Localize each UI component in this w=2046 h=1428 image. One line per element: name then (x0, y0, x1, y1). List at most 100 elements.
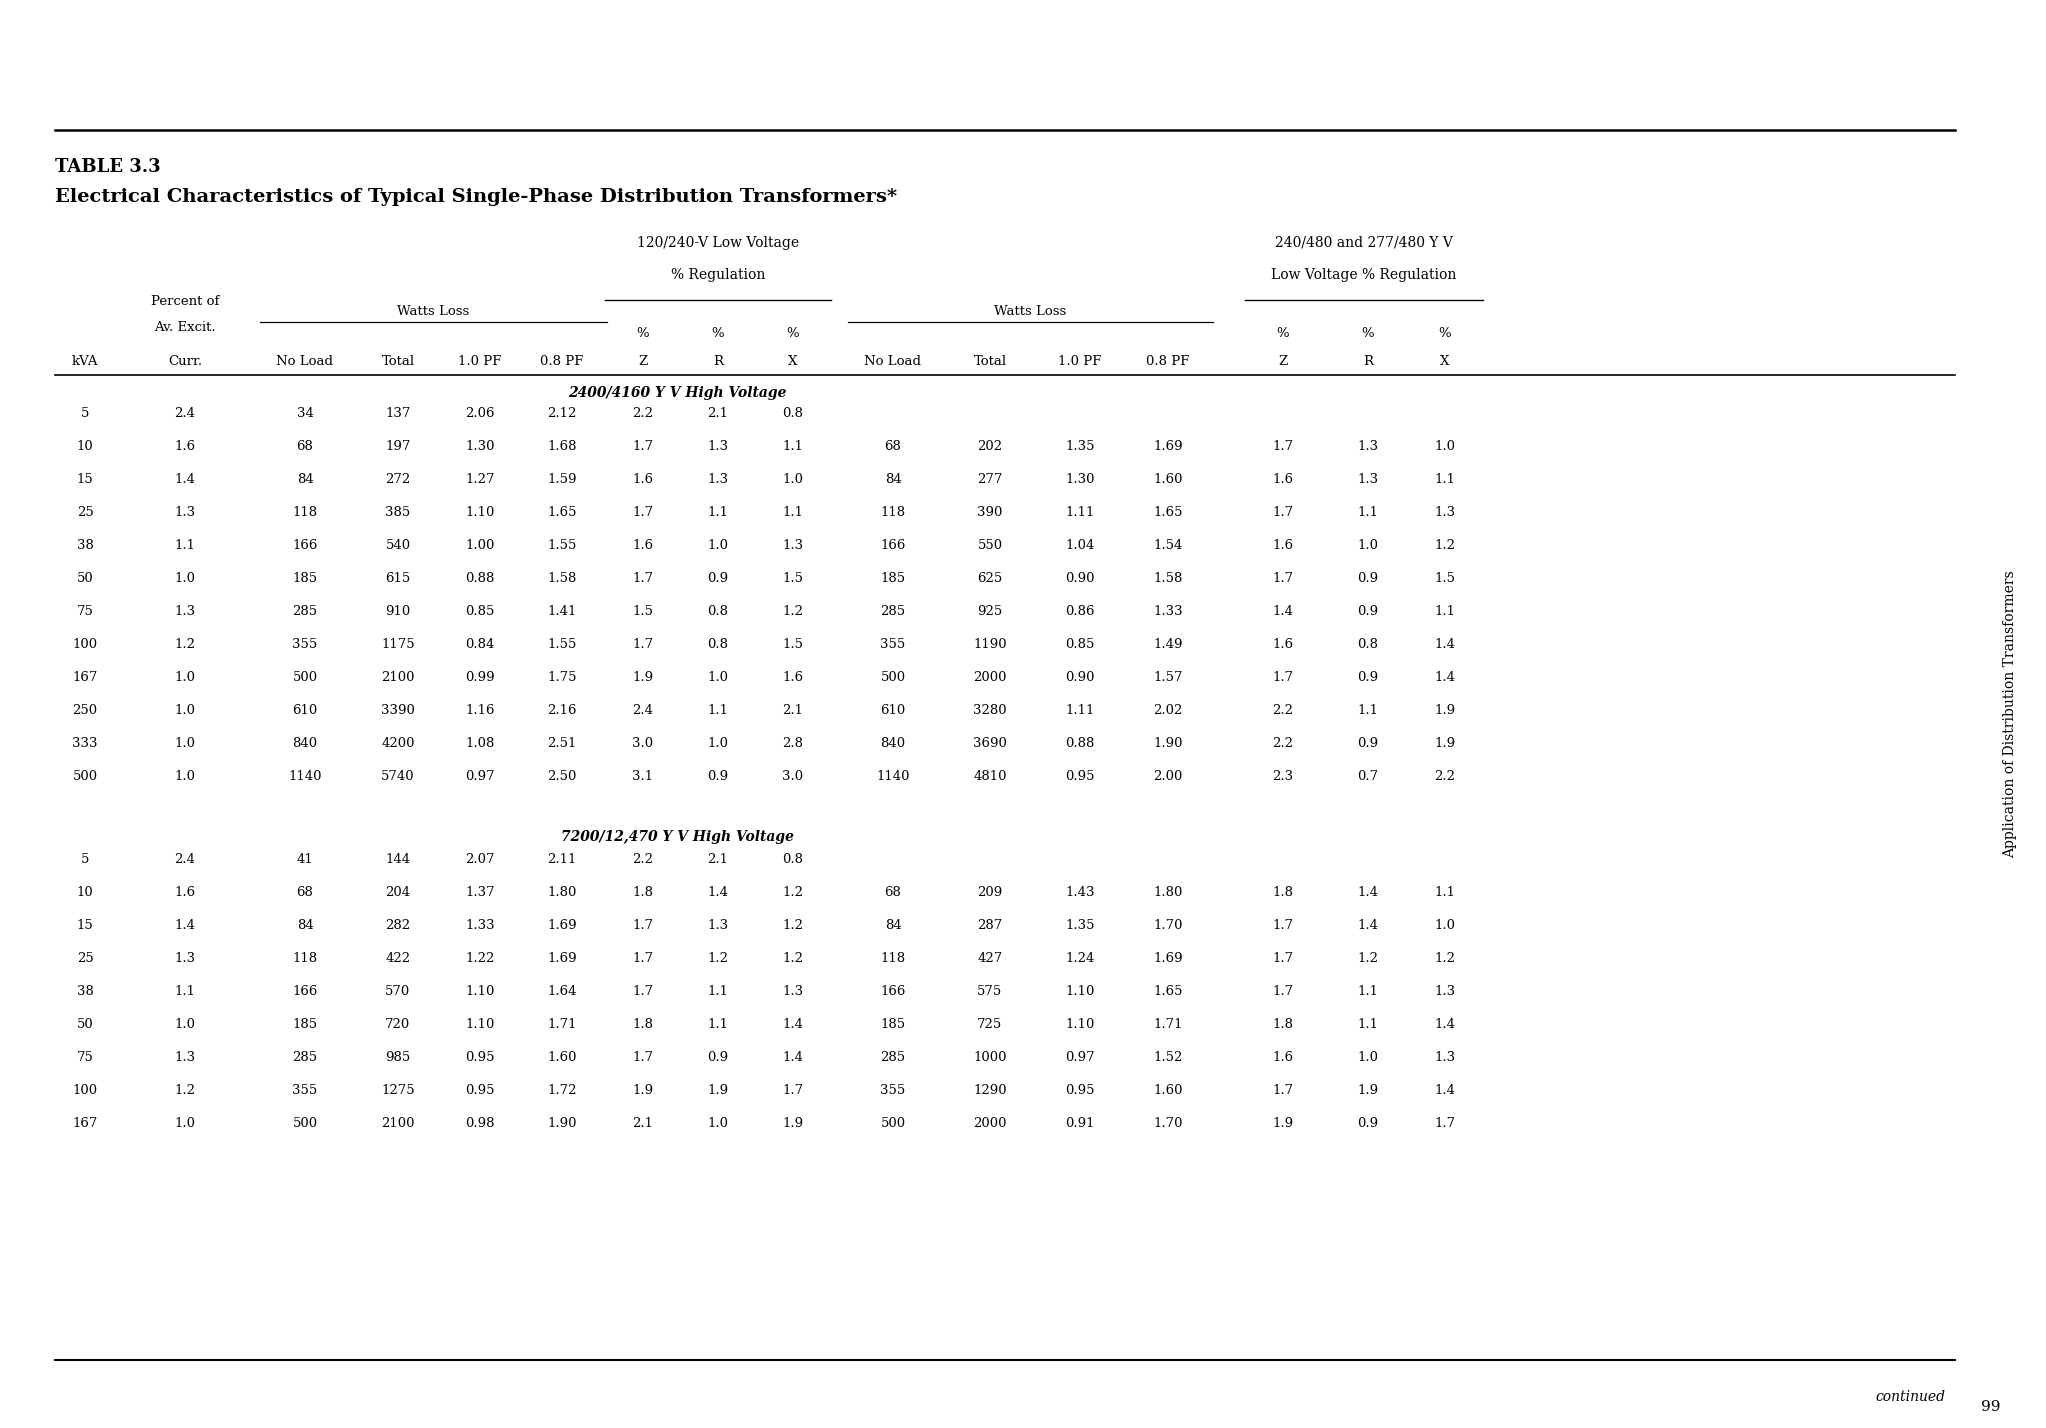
Text: 1.9: 1.9 (632, 671, 653, 684)
Text: 0.98: 0.98 (464, 1117, 495, 1130)
Text: 1.7: 1.7 (632, 1051, 653, 1064)
Text: 1.2: 1.2 (782, 952, 804, 965)
Text: 1140: 1140 (288, 770, 321, 783)
Text: 2100: 2100 (381, 671, 415, 684)
Text: 1.43: 1.43 (1066, 885, 1095, 900)
Text: 1.2: 1.2 (1434, 538, 1455, 553)
Text: 0.95: 0.95 (464, 1084, 495, 1097)
Text: 1.1: 1.1 (782, 440, 804, 453)
Text: 1.2: 1.2 (782, 920, 804, 932)
Text: 0.9: 0.9 (708, 770, 728, 783)
Text: 1.24: 1.24 (1066, 952, 1095, 965)
Text: R: R (1363, 356, 1373, 368)
Text: 1.4: 1.4 (1434, 1018, 1455, 1031)
Text: 1.0: 1.0 (1434, 920, 1455, 932)
Text: 1.9: 1.9 (782, 1117, 804, 1130)
Text: 422: 422 (385, 952, 411, 965)
Text: 38: 38 (76, 985, 94, 998)
Text: 1.0: 1.0 (174, 1018, 196, 1031)
Text: 25: 25 (76, 506, 94, 518)
Text: 0.9: 0.9 (1356, 1117, 1379, 1130)
Text: 615: 615 (385, 573, 411, 585)
Text: 840: 840 (293, 737, 317, 750)
Text: kVA: kVA (72, 356, 98, 368)
Text: 1.7: 1.7 (632, 573, 653, 585)
Text: 2.8: 2.8 (782, 737, 804, 750)
Text: %: % (788, 327, 800, 340)
Text: 0.9: 0.9 (1356, 671, 1379, 684)
Text: 1.41: 1.41 (548, 605, 577, 618)
Text: 0.7: 0.7 (1356, 770, 1379, 783)
Text: 1.80: 1.80 (548, 885, 577, 900)
Text: 1.6: 1.6 (632, 538, 653, 553)
Text: 1.7: 1.7 (632, 920, 653, 932)
Text: 625: 625 (978, 573, 1003, 585)
Text: 68: 68 (884, 885, 902, 900)
Text: 0.99: 0.99 (464, 671, 495, 684)
Text: 1.59: 1.59 (546, 473, 577, 486)
Text: 0.8: 0.8 (1356, 638, 1379, 651)
Text: 2.1: 2.1 (708, 853, 728, 865)
Text: %: % (1277, 327, 1289, 340)
Text: 1.5: 1.5 (632, 605, 653, 618)
Text: 1.0: 1.0 (174, 1117, 196, 1130)
Text: 1.1: 1.1 (1434, 473, 1455, 486)
Text: 333: 333 (72, 737, 98, 750)
Text: 3.0: 3.0 (782, 770, 804, 783)
Text: 1.0: 1.0 (174, 704, 196, 717)
Text: 1.10: 1.10 (1066, 985, 1095, 998)
Text: 1.5: 1.5 (782, 638, 804, 651)
Text: 1.69: 1.69 (1154, 440, 1183, 453)
Text: 1.10: 1.10 (1066, 1018, 1095, 1031)
Text: 1.60: 1.60 (1154, 1084, 1183, 1097)
Text: 2.02: 2.02 (1154, 704, 1183, 717)
Text: 1.4: 1.4 (174, 473, 196, 486)
Text: 1.0 PF: 1.0 PF (1058, 356, 1101, 368)
Text: 277: 277 (978, 473, 1003, 486)
Text: 1.35: 1.35 (1066, 920, 1095, 932)
Text: 1.69: 1.69 (1154, 952, 1183, 965)
Text: 1.10: 1.10 (464, 1018, 495, 1031)
Text: 1.72: 1.72 (546, 1084, 577, 1097)
Text: 1.60: 1.60 (546, 1051, 577, 1064)
Text: 84: 84 (297, 920, 313, 932)
Text: 1.2: 1.2 (1434, 952, 1455, 965)
Text: 2.07: 2.07 (464, 853, 495, 865)
Text: 610: 610 (880, 704, 906, 717)
Text: 3.0: 3.0 (632, 737, 653, 750)
Text: 1.9: 1.9 (1434, 737, 1455, 750)
Text: 355: 355 (880, 1084, 906, 1097)
Text: 1.7: 1.7 (782, 1084, 804, 1097)
Text: 4200: 4200 (381, 737, 415, 750)
Text: 1.64: 1.64 (546, 985, 577, 998)
Text: 0.85: 0.85 (464, 605, 495, 618)
Text: 1.1: 1.1 (1356, 506, 1379, 518)
Text: 1.7: 1.7 (1273, 506, 1293, 518)
Text: 985: 985 (385, 1051, 411, 1064)
Text: 500: 500 (293, 1117, 317, 1130)
Text: 2.1: 2.1 (782, 704, 804, 717)
Text: Electrical Characteristics of Typical Single-Phase Distribution Transformers*: Electrical Characteristics of Typical Si… (55, 188, 896, 206)
Text: 1.55: 1.55 (548, 638, 577, 651)
Text: 287: 287 (978, 920, 1003, 932)
Text: 0.8: 0.8 (782, 853, 804, 865)
Text: 2.2: 2.2 (1434, 770, 1455, 783)
Text: 68: 68 (297, 440, 313, 453)
Text: 285: 285 (880, 605, 906, 618)
Text: 285: 285 (880, 1051, 906, 1064)
Text: 240/480 and 277/480 Y V: 240/480 and 277/480 Y V (1275, 236, 1453, 250)
Text: 2.2: 2.2 (632, 407, 653, 420)
Text: 1.0: 1.0 (174, 770, 196, 783)
Text: 355: 355 (293, 1084, 317, 1097)
Text: 204: 204 (385, 885, 411, 900)
Text: 1.11: 1.11 (1066, 506, 1095, 518)
Text: 285: 285 (293, 605, 317, 618)
Text: 1.6: 1.6 (174, 885, 196, 900)
Text: 4810: 4810 (974, 770, 1007, 783)
Text: 3280: 3280 (974, 704, 1007, 717)
Text: 1.7: 1.7 (1273, 985, 1293, 998)
Text: Curr.: Curr. (168, 356, 203, 368)
Text: 1.0: 1.0 (708, 1117, 728, 1130)
Text: 75: 75 (76, 605, 94, 618)
Text: 137: 137 (385, 407, 411, 420)
